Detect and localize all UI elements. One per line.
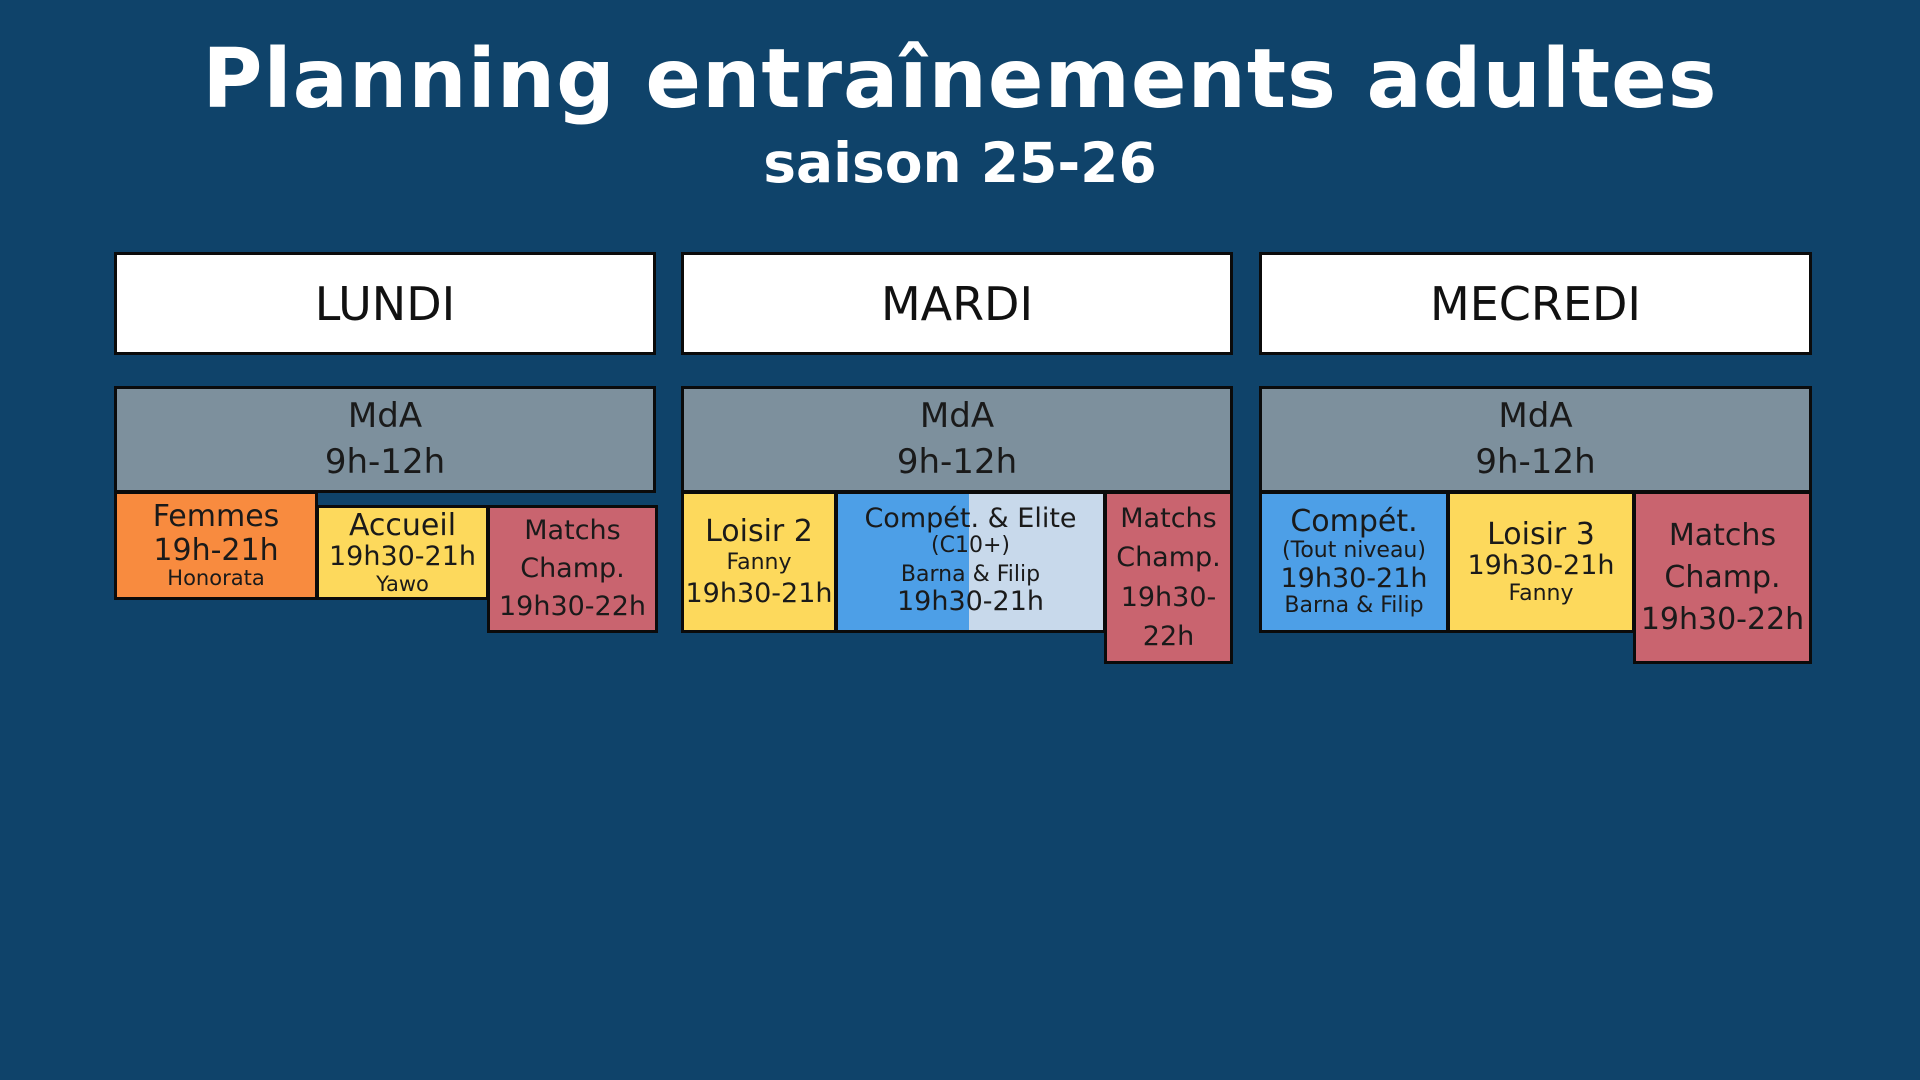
session-time: 19h30-21h xyxy=(1467,550,1615,582)
session-coach: Barna & Filip xyxy=(1284,592,1424,618)
mda-block-lundi: MdA 9h-12h xyxy=(114,386,656,493)
session-time: 19h30-22h xyxy=(498,590,647,622)
session-compet-tout-niveau: Compét. (Tout niveau) 19h30-21h Barna & … xyxy=(1259,491,1449,633)
mda-block-mercredi: MdA 9h-12h xyxy=(1259,386,1812,493)
session-time: 19h30-21h xyxy=(685,577,833,609)
page-title: Planning entraînements adultes xyxy=(202,32,1718,127)
session-matchs-mardi: Matchs Champ. 19h30- 22h xyxy=(1104,491,1233,664)
session-name: Matchs xyxy=(1120,503,1217,535)
mda-name: MdA xyxy=(919,395,995,436)
session-name: Compét. xyxy=(1290,504,1418,540)
session-time: 19h30-22h xyxy=(1640,601,1805,637)
session-compet-elite: Compét. & Elite (C10+) Barna & Filip 19h… xyxy=(835,491,1106,633)
mda-name: MdA xyxy=(1498,395,1573,436)
mda-name: MdA xyxy=(347,395,423,436)
session-name: Compét. & Elite xyxy=(864,503,1077,534)
session-time: 19h-21h xyxy=(153,532,279,568)
session-coach: Fanny xyxy=(1508,580,1574,606)
session-time: 19h30-21h xyxy=(896,586,1045,618)
session-time: 19h30-21h xyxy=(1280,562,1428,594)
session-time: 19h30- xyxy=(1120,581,1217,613)
session-time-line2: 22h xyxy=(1142,620,1195,652)
session-matchs-mercredi: Matchs Champ. 19h30-22h xyxy=(1633,491,1812,664)
session-name: Femmes xyxy=(152,499,280,535)
page-subtitle: saison 25-26 xyxy=(763,131,1157,195)
session-name-line2: Champ. xyxy=(1664,559,1781,595)
mda-block-mardi: MdA 9h-12h xyxy=(681,386,1233,493)
session-name: Matchs xyxy=(1668,517,1777,553)
session-name: Loisir 2 xyxy=(705,513,813,549)
mda-time: 9h-12h xyxy=(896,441,1018,482)
session-femmes: Femmes 19h-21h Honorata xyxy=(114,491,318,600)
mda-time: 9h-12h xyxy=(1475,441,1596,482)
session-matchs-lundi: Matchs Champ. 19h30-22h xyxy=(487,505,658,633)
session-coach: Barna & Filip xyxy=(900,561,1041,587)
day-header-lundi: LUNDI xyxy=(114,252,656,355)
session-name: Accueil xyxy=(348,507,457,543)
session-name-line2: Champ. xyxy=(1116,542,1221,574)
session-coach: Yawo xyxy=(376,571,429,596)
session-time: 19h30-21h xyxy=(328,541,477,573)
session-level: (C10+) xyxy=(931,533,1010,559)
session-coach: Honorata xyxy=(167,566,265,591)
mda-time: 9h-12h xyxy=(324,441,446,482)
session-accueil: Accueil 19h30-21h Yawo xyxy=(316,505,489,600)
session-coach: Fanny xyxy=(726,550,792,576)
session-name: Loisir 3 xyxy=(1487,516,1595,552)
session-name-line2: Champ. xyxy=(520,553,625,585)
day-header-mardi: MARDI xyxy=(681,252,1233,355)
session-loisir-3: Loisir 3 19h30-21h Fanny xyxy=(1447,491,1635,633)
session-loisir-2: Loisir 2 Fanny 19h30-21h xyxy=(681,491,837,633)
session-name: Matchs xyxy=(524,515,621,547)
session-level: (Tout niveau) xyxy=(1282,538,1426,564)
day-header-mercredi: MECREDI xyxy=(1259,252,1812,355)
